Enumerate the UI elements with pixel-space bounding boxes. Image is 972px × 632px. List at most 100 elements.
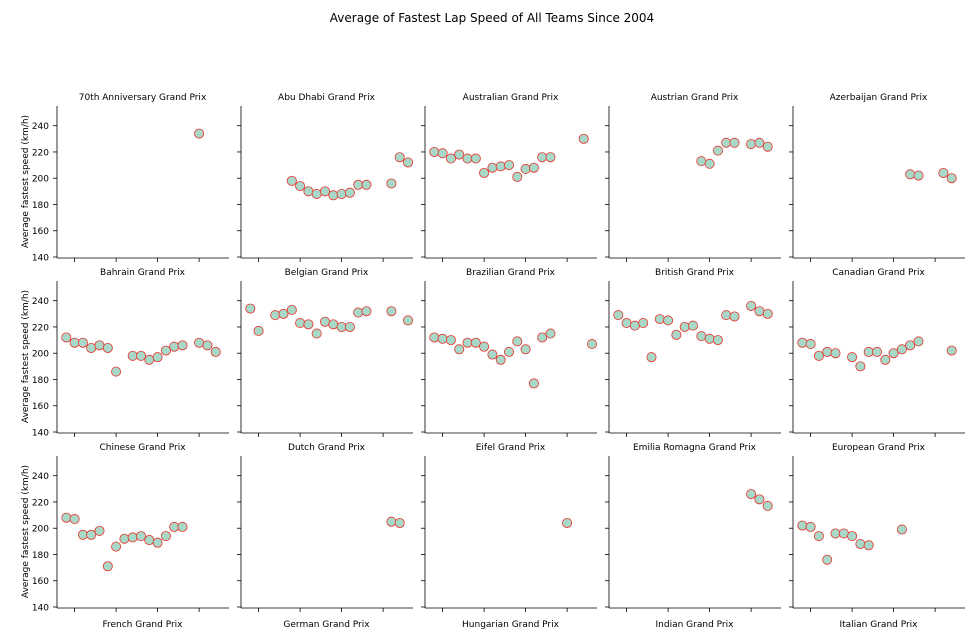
data-point bbox=[888, 348, 899, 359]
data-point bbox=[830, 348, 841, 359]
y-tick-label: 240 bbox=[32, 122, 49, 132]
y-tick-label: 220 bbox=[32, 323, 49, 333]
data-point bbox=[286, 304, 297, 315]
data-point bbox=[537, 152, 548, 163]
data-point bbox=[704, 158, 715, 169]
chart-title: Average of Fastest Lap Speed of All Team… bbox=[330, 11, 654, 25]
data-point bbox=[353, 307, 364, 318]
panel-title: Dutch Grand Prix bbox=[288, 443, 366, 453]
data-point bbox=[402, 157, 413, 168]
data-point bbox=[111, 366, 122, 377]
y-axis-label: Average fastest speed (km/h) bbox=[21, 115, 31, 248]
data-point bbox=[152, 352, 163, 363]
data-point bbox=[696, 156, 707, 167]
data-point bbox=[746, 139, 757, 150]
panel-title: Italian Grand Prix bbox=[839, 620, 918, 630]
panel: Belgian Grand Prix bbox=[237, 268, 413, 437]
data-point bbox=[805, 339, 816, 350]
data-point bbox=[127, 532, 138, 543]
data-point bbox=[361, 306, 372, 317]
y-tick-label: 140 bbox=[32, 429, 49, 439]
data-point bbox=[135, 531, 146, 542]
data-point bbox=[202, 340, 213, 351]
data-point bbox=[746, 489, 757, 500]
y-tick-label: 240 bbox=[32, 472, 49, 482]
data-point bbox=[144, 354, 155, 365]
data-point bbox=[245, 303, 256, 314]
data-point bbox=[729, 137, 740, 148]
data-point bbox=[270, 310, 281, 321]
data-point bbox=[353, 179, 364, 190]
panel: Azerbaijan Grand Prix bbox=[789, 93, 965, 262]
data-point bbox=[319, 316, 330, 327]
data-point bbox=[102, 561, 113, 572]
data-point bbox=[520, 344, 531, 355]
data-point bbox=[61, 512, 72, 523]
panel: Dutch Grand Prix bbox=[237, 443, 413, 612]
data-point bbox=[437, 333, 448, 344]
data-point bbox=[210, 346, 221, 357]
data-point bbox=[654, 314, 665, 325]
data-point bbox=[487, 349, 498, 360]
data-point bbox=[69, 514, 80, 525]
data-point bbox=[386, 516, 397, 527]
panel: British Grand Prix bbox=[605, 268, 781, 437]
data-point bbox=[177, 340, 188, 351]
data-point bbox=[328, 319, 339, 330]
data-point bbox=[762, 141, 773, 152]
data-point bbox=[537, 332, 548, 343]
data-point bbox=[361, 179, 372, 190]
data-point bbox=[913, 336, 924, 347]
data-point bbox=[328, 190, 339, 201]
data-point bbox=[127, 350, 138, 361]
data-point bbox=[528, 162, 539, 173]
data-point bbox=[303, 186, 314, 197]
data-point bbox=[863, 346, 874, 357]
panel: Emilia Romagna Grand Prix bbox=[605, 443, 781, 612]
data-point bbox=[135, 350, 146, 361]
data-point bbox=[512, 336, 523, 347]
data-point bbox=[797, 520, 808, 531]
y-tick-label: 200 bbox=[32, 350, 49, 360]
data-point bbox=[437, 148, 448, 159]
data-point bbox=[679, 321, 690, 332]
data-point bbox=[880, 354, 891, 365]
panel: Bahrain Grand Prix 140 160 180 200 220 240Aver… bbox=[21, 268, 229, 439]
data-point bbox=[61, 332, 72, 343]
panel-title: Abu Dhabi Grand Prix bbox=[278, 93, 376, 103]
data-point bbox=[872, 346, 883, 357]
y-tick-label: 220 bbox=[32, 148, 49, 158]
data-point bbox=[663, 315, 674, 326]
data-point bbox=[754, 137, 765, 148]
data-point bbox=[946, 345, 957, 356]
y-tick-label: 180 bbox=[32, 201, 49, 211]
data-point bbox=[754, 306, 765, 317]
data-point bbox=[487, 162, 498, 173]
y-tick-label: 240 bbox=[32, 297, 49, 307]
data-point bbox=[847, 531, 858, 542]
data-point bbox=[152, 537, 163, 548]
panel: Abu Dhabi Grand Prix bbox=[237, 93, 413, 262]
data-point bbox=[729, 311, 740, 322]
data-point bbox=[102, 342, 113, 353]
data-point bbox=[762, 500, 773, 511]
y-axis-label: Average fastest speed (km/h) bbox=[21, 465, 31, 598]
y-tick-label: 200 bbox=[32, 525, 49, 535]
data-point bbox=[86, 529, 97, 540]
data-point bbox=[503, 160, 514, 171]
panel-title: Indian Grand Prix bbox=[656, 620, 735, 630]
data-point bbox=[445, 153, 456, 164]
data-point bbox=[394, 152, 405, 163]
data-point bbox=[520, 164, 531, 175]
data-point bbox=[704, 333, 715, 344]
data-point bbox=[77, 337, 88, 348]
data-point bbox=[194, 337, 205, 348]
data-point bbox=[512, 171, 523, 182]
data-point bbox=[946, 173, 957, 184]
data-point bbox=[394, 517, 405, 528]
panel-title: Emilia Romagna Grand Prix bbox=[633, 443, 757, 453]
data-point bbox=[336, 188, 347, 199]
data-point bbox=[813, 531, 824, 542]
data-point bbox=[160, 345, 171, 356]
panel: Eifel Grand Prix bbox=[421, 443, 597, 612]
